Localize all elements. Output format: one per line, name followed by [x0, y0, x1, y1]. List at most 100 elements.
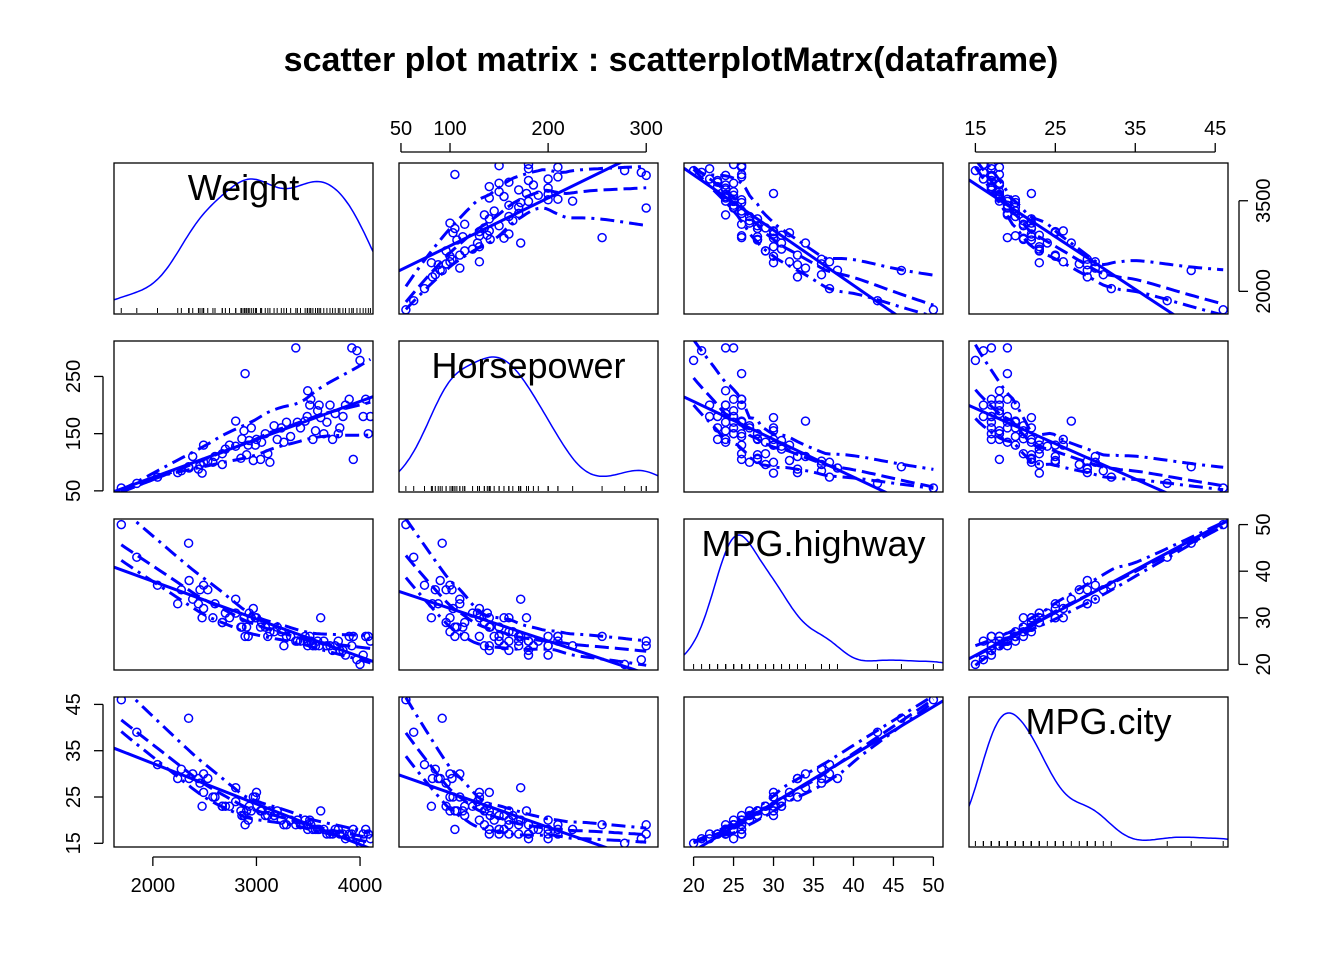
data-point	[1002, 232, 1013, 243]
data-point	[484, 641, 495, 651]
data-point	[504, 229, 514, 239]
tick-label: 30	[762, 875, 784, 897]
data-point	[338, 411, 348, 422]
panel-frame	[683, 518, 944, 671]
data-point	[441, 617, 451, 628]
data-point	[513, 641, 524, 651]
data-point	[1002, 411, 1013, 422]
data-point	[263, 810, 273, 821]
axis-Horsepower: 50 100 200 300	[390, 118, 663, 153]
axis-MPG.highway: 20 25 30 35 40 45 50	[682, 856, 945, 897]
data-point	[116, 519, 127, 530]
tick-label: 45	[1204, 118, 1226, 140]
data-point	[344, 394, 354, 405]
data-point	[776, 801, 787, 812]
data-point	[688, 838, 699, 847]
smooth-line	[120, 718, 371, 840]
panel-frame	[113, 518, 374, 671]
data-point	[459, 617, 470, 628]
data-point	[896, 462, 907, 472]
data-point	[1002, 437, 1013, 447]
data-point	[720, 400, 731, 410]
data-point	[720, 426, 731, 436]
axis-MPG.city-vertical: 15 25 35 45	[63, 693, 104, 854]
data-point	[553, 631, 563, 642]
data-point	[515, 782, 526, 793]
panel-Weight-vs-MPG.city	[968, 162, 1229, 315]
data-point	[688, 355, 699, 366]
data-point	[994, 426, 1005, 436]
data-point	[217, 459, 228, 470]
data-point	[325, 400, 335, 410]
spread-upper-line	[130, 697, 371, 835]
data-point	[265, 457, 275, 468]
tick-label: 100	[433, 118, 466, 140]
data-point	[641, 170, 651, 181]
density-curve	[684, 534, 943, 664]
data-point	[315, 613, 326, 623]
data-point	[928, 697, 939, 705]
panel-MPG.city-vs-MPG.city: MPG.city	[968, 696, 1229, 848]
data-point	[736, 431, 747, 442]
panel-content	[114, 178, 373, 313]
data-point	[816, 269, 827, 280]
data-point	[230, 796, 241, 807]
data-point	[358, 411, 368, 422]
data-point	[447, 585, 457, 595]
data-point	[208, 613, 218, 623]
data-point	[752, 434, 763, 445]
data-point	[768, 806, 779, 816]
spread-upper-line	[692, 341, 934, 471]
data-point	[720, 386, 731, 396]
panel-content	[969, 163, 1228, 314]
data-point	[430, 585, 441, 595]
tick-label: 15	[63, 832, 85, 854]
data-point	[455, 594, 465, 604]
data-point	[365, 411, 373, 422]
spread-lower-line	[120, 730, 371, 844]
data-point	[237, 622, 247, 632]
panel-content	[399, 697, 651, 847]
data-point	[1098, 269, 1109, 280]
data-point	[704, 174, 715, 184]
data-point	[994, 454, 1005, 465]
data-point	[459, 810, 470, 821]
data-point	[474, 257, 485, 267]
linear-fit-line	[399, 590, 641, 670]
linear-fit-line	[399, 163, 624, 273]
tick-label: 40	[1253, 560, 1275, 582]
data-point	[255, 454, 266, 465]
panel-frame	[398, 518, 659, 671]
data-point	[1010, 431, 1021, 442]
data-point	[1106, 283, 1117, 294]
panel-content	[399, 356, 658, 491]
data-point	[1034, 257, 1045, 268]
data-point	[285, 431, 296, 442]
panel-Horsepower-vs-MPG.city	[968, 340, 1229, 493]
variable-label: MPG.highway	[701, 523, 925, 564]
smooth-line	[120, 400, 371, 492]
data-point	[302, 386, 313, 396]
data-point	[459, 631, 470, 642]
axis-Weight: 2000 3000 4000	[131, 856, 382, 897]
smooth-line	[974, 388, 1224, 488]
data-point	[533, 190, 544, 201]
spread-lower-line	[404, 576, 647, 667]
panel-MPG.highway-vs-Weight	[113, 518, 374, 671]
data-point	[728, 428, 739, 439]
tick-label: 35	[63, 740, 85, 762]
tick-label: 300	[630, 118, 663, 140]
data-point	[641, 636, 651, 646]
data-point	[1010, 231, 1021, 241]
data-point	[800, 769, 811, 779]
data-point	[792, 451, 803, 462]
spread-upper-line	[974, 521, 1224, 648]
data-point	[728, 394, 739, 405]
tick-label: 50	[922, 875, 944, 897]
panel-MPG.highway-vs-MPG.city	[968, 518, 1229, 671]
smooth-line	[974, 525, 1224, 658]
data-point	[315, 806, 326, 816]
data-point	[704, 411, 715, 422]
data-point	[800, 416, 811, 426]
